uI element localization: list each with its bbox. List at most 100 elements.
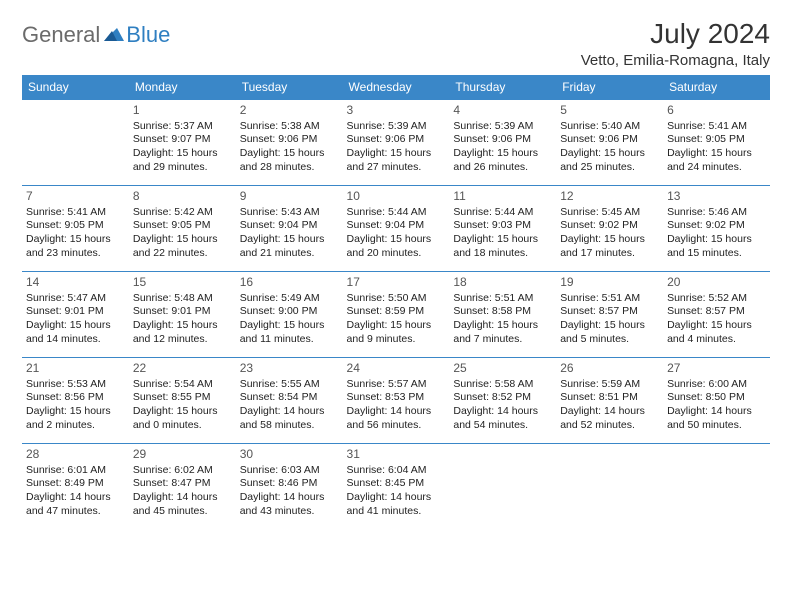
- day-sunrise: Sunrise: 5:44 AM: [347, 206, 446, 220]
- day-number: 9: [240, 189, 339, 205]
- day-sunrise: Sunrise: 6:00 AM: [667, 378, 766, 392]
- calendar-day-cell: 15Sunrise: 5:48 AMSunset: 9:01 PMDayligh…: [129, 272, 236, 358]
- day-daylight: Daylight: 15 hours and 21 minutes.: [240, 233, 339, 260]
- calendar-day-cell: 7Sunrise: 5:41 AMSunset: 9:05 PMDaylight…: [22, 186, 129, 272]
- day-sunrise: Sunrise: 5:41 AM: [26, 206, 125, 220]
- weekday-header: Thursday: [449, 75, 556, 100]
- day-daylight: Daylight: 15 hours and 17 minutes.: [560, 233, 659, 260]
- calendar-day-cell: 29Sunrise: 6:02 AMSunset: 8:47 PMDayligh…: [129, 444, 236, 530]
- day-daylight: Daylight: 15 hours and 26 minutes.: [453, 147, 552, 174]
- day-sunset: Sunset: 9:07 PM: [133, 133, 232, 147]
- calendar-week-row: 14Sunrise: 5:47 AMSunset: 9:01 PMDayligh…: [22, 272, 770, 358]
- calendar-day-cell: [556, 444, 663, 530]
- calendar-day-cell: 24Sunrise: 5:57 AMSunset: 8:53 PMDayligh…: [343, 358, 450, 444]
- day-daylight: Daylight: 15 hours and 24 minutes.: [667, 147, 766, 174]
- day-daylight: Daylight: 15 hours and 5 minutes.: [560, 319, 659, 346]
- day-sunset: Sunset: 8:45 PM: [347, 477, 446, 491]
- day-daylight: Daylight: 14 hours and 43 minutes.: [240, 491, 339, 518]
- calendar-day-cell: [449, 444, 556, 530]
- day-sunset: Sunset: 8:51 PM: [560, 391, 659, 405]
- day-sunrise: Sunrise: 5:49 AM: [240, 292, 339, 306]
- day-number: 30: [240, 447, 339, 463]
- calendar-day-cell: 9Sunrise: 5:43 AMSunset: 9:04 PMDaylight…: [236, 186, 343, 272]
- calendar-day-cell: 19Sunrise: 5:51 AMSunset: 8:57 PMDayligh…: [556, 272, 663, 358]
- day-sunrise: Sunrise: 5:53 AM: [26, 378, 125, 392]
- day-sunset: Sunset: 9:05 PM: [133, 219, 232, 233]
- day-sunset: Sunset: 8:54 PM: [240, 391, 339, 405]
- day-daylight: Daylight: 15 hours and 18 minutes.: [453, 233, 552, 260]
- day-sunset: Sunset: 8:49 PM: [26, 477, 125, 491]
- logo-text-general: General: [22, 22, 100, 48]
- calendar-day-cell: 6Sunrise: 5:41 AMSunset: 9:05 PMDaylight…: [663, 100, 770, 186]
- day-sunrise: Sunrise: 5:39 AM: [347, 120, 446, 134]
- day-sunset: Sunset: 8:53 PM: [347, 391, 446, 405]
- logo: General Blue: [22, 18, 170, 48]
- day-sunset: Sunset: 8:59 PM: [347, 305, 446, 319]
- day-number: 26: [560, 361, 659, 377]
- day-daylight: Daylight: 15 hours and 25 minutes.: [560, 147, 659, 174]
- weekday-header: Monday: [129, 75, 236, 100]
- calendar-body: 1Sunrise: 5:37 AMSunset: 9:07 PMDaylight…: [22, 100, 770, 530]
- calendar-day-cell: 23Sunrise: 5:55 AMSunset: 8:54 PMDayligh…: [236, 358, 343, 444]
- calendar-day-cell: [663, 444, 770, 530]
- calendar-day-cell: 8Sunrise: 5:42 AMSunset: 9:05 PMDaylight…: [129, 186, 236, 272]
- calendar-day-cell: 20Sunrise: 5:52 AMSunset: 8:57 PMDayligh…: [663, 272, 770, 358]
- day-number: 7: [26, 189, 125, 205]
- weekday-header: Sunday: [22, 75, 129, 100]
- day-sunset: Sunset: 8:47 PM: [133, 477, 232, 491]
- calendar-day-cell: 18Sunrise: 5:51 AMSunset: 8:58 PMDayligh…: [449, 272, 556, 358]
- day-sunset: Sunset: 9:06 PM: [240, 133, 339, 147]
- day-number: 28: [26, 447, 125, 463]
- day-number: 20: [667, 275, 766, 291]
- day-sunset: Sunset: 8:57 PM: [560, 305, 659, 319]
- location-subtitle: Vetto, Emilia-Romagna, Italy: [581, 52, 770, 69]
- logo-text-blue: Blue: [126, 22, 170, 48]
- day-number: 5: [560, 103, 659, 119]
- day-sunset: Sunset: 9:01 PM: [26, 305, 125, 319]
- day-sunset: Sunset: 9:05 PM: [26, 219, 125, 233]
- calendar-day-cell: 31Sunrise: 6:04 AMSunset: 8:45 PMDayligh…: [343, 444, 450, 530]
- calendar-day-cell: 17Sunrise: 5:50 AMSunset: 8:59 PMDayligh…: [343, 272, 450, 358]
- day-sunset: Sunset: 9:01 PM: [133, 305, 232, 319]
- day-sunset: Sunset: 8:57 PM: [667, 305, 766, 319]
- weekday-header: Saturday: [663, 75, 770, 100]
- calendar-day-cell: 3Sunrise: 5:39 AMSunset: 9:06 PMDaylight…: [343, 100, 450, 186]
- calendar-day-cell: 16Sunrise: 5:49 AMSunset: 9:00 PMDayligh…: [236, 272, 343, 358]
- day-sunset: Sunset: 8:50 PM: [667, 391, 766, 405]
- day-daylight: Daylight: 15 hours and 22 minutes.: [133, 233, 232, 260]
- day-number: 15: [133, 275, 232, 291]
- day-sunrise: Sunrise: 5:54 AM: [133, 378, 232, 392]
- calendar-day-cell: 4Sunrise: 5:39 AMSunset: 9:06 PMDaylight…: [449, 100, 556, 186]
- calendar-day-cell: 22Sunrise: 5:54 AMSunset: 8:55 PMDayligh…: [129, 358, 236, 444]
- day-daylight: Daylight: 14 hours and 47 minutes.: [26, 491, 125, 518]
- day-daylight: Daylight: 15 hours and 23 minutes.: [26, 233, 125, 260]
- calendar-week-row: 7Sunrise: 5:41 AMSunset: 9:05 PMDaylight…: [22, 186, 770, 272]
- calendar-day-cell: 10Sunrise: 5:44 AMSunset: 9:04 PMDayligh…: [343, 186, 450, 272]
- day-sunrise: Sunrise: 5:39 AM: [453, 120, 552, 134]
- weekday-header: Tuesday: [236, 75, 343, 100]
- calendar-day-cell: 27Sunrise: 6:00 AMSunset: 8:50 PMDayligh…: [663, 358, 770, 444]
- day-daylight: Daylight: 15 hours and 14 minutes.: [26, 319, 125, 346]
- day-sunrise: Sunrise: 5:38 AM: [240, 120, 339, 134]
- day-daylight: Daylight: 14 hours and 58 minutes.: [240, 405, 339, 432]
- day-sunrise: Sunrise: 5:47 AM: [26, 292, 125, 306]
- day-number: 11: [453, 189, 552, 205]
- day-sunrise: Sunrise: 5:51 AM: [560, 292, 659, 306]
- calendar-week-row: 28Sunrise: 6:01 AMSunset: 8:49 PMDayligh…: [22, 444, 770, 530]
- day-number: 17: [347, 275, 446, 291]
- day-number: 13: [667, 189, 766, 205]
- day-number: 29: [133, 447, 232, 463]
- day-sunset: Sunset: 9:06 PM: [560, 133, 659, 147]
- day-sunrise: Sunrise: 6:04 AM: [347, 464, 446, 478]
- calendar-table: SundayMondayTuesdayWednesdayThursdayFrid…: [22, 75, 770, 530]
- day-number: 23: [240, 361, 339, 377]
- day-daylight: Daylight: 14 hours and 54 minutes.: [453, 405, 552, 432]
- day-daylight: Daylight: 15 hours and 12 minutes.: [133, 319, 232, 346]
- day-sunrise: Sunrise: 5:37 AM: [133, 120, 232, 134]
- day-number: 6: [667, 103, 766, 119]
- day-daylight: Daylight: 15 hours and 29 minutes.: [133, 147, 232, 174]
- day-sunrise: Sunrise: 5:57 AM: [347, 378, 446, 392]
- day-sunrise: Sunrise: 5:59 AM: [560, 378, 659, 392]
- day-sunset: Sunset: 9:06 PM: [347, 133, 446, 147]
- day-number: 4: [453, 103, 552, 119]
